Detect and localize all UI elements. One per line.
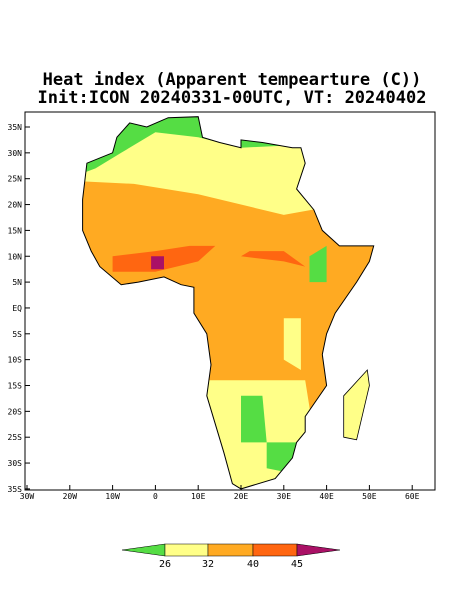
colorbar-label: 40 bbox=[247, 559, 259, 570]
lat-label: 5N bbox=[12, 278, 22, 287]
lon-label: 20W bbox=[63, 492, 78, 501]
colorbar-label: 32 bbox=[202, 559, 214, 570]
lat-label: 35S bbox=[8, 485, 23, 494]
lat-label: 10S bbox=[8, 356, 23, 365]
colorbar-label: 45 bbox=[291, 559, 303, 570]
coastline-path bbox=[82, 116, 375, 490]
lat-label: 35N bbox=[8, 123, 23, 132]
lat-label: 25S bbox=[8, 433, 23, 442]
lon-label: 0 bbox=[153, 492, 158, 501]
lat-label: 25N bbox=[8, 175, 23, 184]
lon-label: 10W bbox=[105, 492, 120, 501]
lat-label: 20N bbox=[8, 201, 23, 210]
title-line: Init:ICON 20240331-00UTC, VT: 20240402 bbox=[38, 88, 427, 108]
heat-region bbox=[241, 395, 267, 443]
lat-label: 15N bbox=[8, 226, 23, 235]
lat-label: 20S bbox=[8, 407, 23, 416]
lon-label: 30W bbox=[20, 492, 35, 501]
lat-label: EQ bbox=[12, 304, 22, 313]
lon-label: 10E bbox=[191, 492, 206, 501]
lat-label: 10N bbox=[8, 252, 23, 261]
coastline bbox=[82, 116, 375, 490]
lat-label: 5S bbox=[12, 330, 22, 339]
heat-region bbox=[283, 318, 301, 370]
colorbar bbox=[121, 543, 341, 557]
lat-label: 30S bbox=[8, 459, 23, 468]
lon-label: 30E bbox=[277, 492, 292, 501]
heat-region bbox=[241, 251, 306, 267]
lon-label: 40E bbox=[319, 492, 334, 501]
lon-label: 60E bbox=[405, 492, 420, 501]
heat-region bbox=[309, 245, 327, 283]
island bbox=[343, 369, 370, 441]
colorbar-label: 26 bbox=[159, 559, 171, 570]
title-line: Heat index (Apparent tempearture (C)) bbox=[43, 70, 422, 90]
lat-label: 30N bbox=[8, 149, 23, 158]
heat-region bbox=[151, 256, 164, 270]
lat-label: 15S bbox=[8, 382, 23, 391]
lon-label: 50E bbox=[362, 492, 377, 501]
lon-label: 20E bbox=[234, 492, 249, 501]
